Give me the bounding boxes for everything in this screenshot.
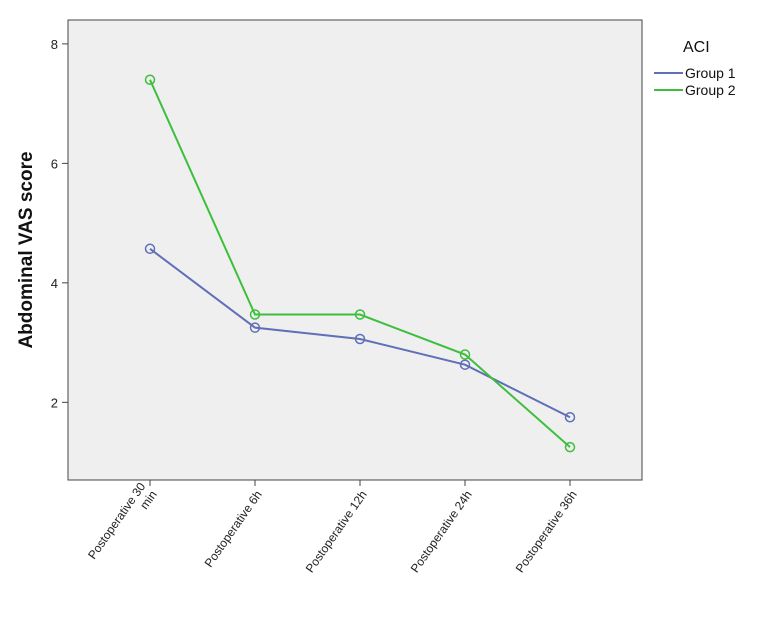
data-point xyxy=(459,359,471,370)
legend-label-2: Group 2 xyxy=(685,82,736,98)
plot-area xyxy=(67,19,643,481)
data-point xyxy=(144,243,156,255)
data-point xyxy=(144,74,156,85)
legend-title: ACI xyxy=(683,39,710,56)
legend-label-1: Group 1 xyxy=(685,65,736,81)
x-tick-label-group: Postoperative 6h xyxy=(202,488,265,570)
x-tick-label-group: Postoperative 36h xyxy=(513,488,580,575)
y-tick-label: 2 xyxy=(51,395,58,410)
data-point xyxy=(564,441,576,453)
x-tick-label: Postoperative 30 xyxy=(85,480,148,562)
data-point xyxy=(564,412,576,423)
y-tick-label: 6 xyxy=(51,156,58,171)
y-tick-label: 8 xyxy=(51,37,58,52)
series-line-1 xyxy=(149,248,571,419)
x-tick-label-group: Postoperative 12h xyxy=(303,488,370,575)
series-layer xyxy=(144,74,576,453)
y-tick-label: 4 xyxy=(51,276,58,291)
data-point xyxy=(354,333,366,345)
data-point xyxy=(249,322,261,333)
y-axis: 2 4 6 8 xyxy=(51,37,68,410)
x-tick-label: Postoperative 24h xyxy=(408,488,475,575)
data-point xyxy=(354,309,366,320)
y-axis-title: Abdominal VAS score xyxy=(16,151,37,348)
series-line-2 xyxy=(149,79,571,448)
data-point xyxy=(249,309,261,320)
x-tick-label-group: Postoperative 24h xyxy=(408,488,475,575)
x-tick-label: Postoperative 6h xyxy=(202,488,265,570)
x-tick-label: Postoperative 36h xyxy=(513,488,580,575)
x-tick-label: Postoperative 12h xyxy=(303,488,370,575)
data-point xyxy=(459,349,471,360)
